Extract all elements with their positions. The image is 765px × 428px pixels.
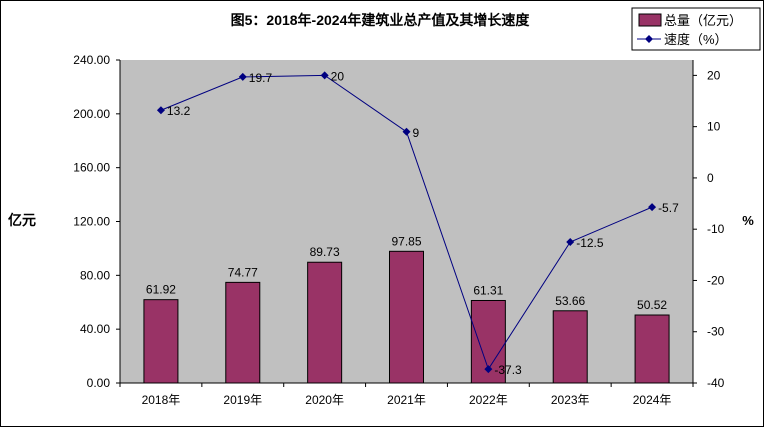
bar-label: 61.92 bbox=[146, 283, 176, 297]
line-label: 20 bbox=[331, 69, 345, 83]
y2-tick-label: 20 bbox=[707, 68, 721, 82]
bar-label: 50.52 bbox=[637, 298, 667, 312]
y-tick-label: 80.00 bbox=[80, 268, 110, 282]
legend-line-marker bbox=[645, 35, 653, 43]
x-tick-label: 2020年 bbox=[305, 393, 344, 407]
bar bbox=[225, 281, 261, 384]
line-marker bbox=[566, 238, 575, 247]
line-label: -37.3 bbox=[494, 363, 522, 377]
bar bbox=[307, 261, 343, 384]
legend: 总量（亿元） 速度（%） bbox=[631, 7, 761, 51]
line-label: 9 bbox=[413, 126, 420, 140]
y-tick-label: 40.00 bbox=[80, 322, 110, 336]
y2-tick-label: -30 bbox=[707, 325, 725, 339]
bar-label: 97.85 bbox=[391, 234, 421, 248]
x-tick-label: 2021年 bbox=[387, 393, 426, 407]
chart-title: 图5：2018年-2024年建筑业总产值及其增长速度 bbox=[231, 12, 531, 28]
y-tick-label: 120.00 bbox=[73, 215, 110, 229]
x-tick-label: 2023年 bbox=[551, 393, 590, 407]
y-tick-label: 160.00 bbox=[73, 161, 110, 175]
x-tick-label: 2024年 bbox=[633, 393, 672, 407]
x-tick-label: 2019年 bbox=[223, 393, 262, 407]
bar bbox=[552, 310, 588, 384]
bar bbox=[389, 250, 424, 384]
y2-tick-label: -40 bbox=[707, 376, 725, 390]
x-tick-label: 2022年 bbox=[469, 393, 508, 407]
y-tick-label: 0.00 bbox=[87, 376, 111, 390]
bar-label: 53.66 bbox=[555, 294, 585, 308]
line-label: -5.7 bbox=[658, 201, 679, 215]
y2-axis-label: % bbox=[742, 213, 754, 228]
legend-line-label: 速度（%） bbox=[664, 32, 728, 47]
legend-bar-swatch bbox=[638, 13, 662, 27]
y2-tick-label: 10 bbox=[707, 120, 721, 134]
line-label: 19.7 bbox=[249, 71, 273, 85]
y2-tick-label: 0 bbox=[707, 171, 714, 185]
bar bbox=[634, 314, 670, 384]
line-marker bbox=[402, 127, 411, 136]
line-marker bbox=[648, 203, 657, 212]
line-marker bbox=[238, 72, 247, 81]
y2-tick-label: -20 bbox=[707, 273, 725, 287]
bar bbox=[143, 299, 179, 384]
bar-label: 61.31 bbox=[473, 283, 503, 297]
y-tick-label: 240.00 bbox=[73, 53, 110, 67]
line-label: -12.5 bbox=[576, 236, 604, 250]
line-label: 13.2 bbox=[167, 104, 191, 118]
legend-bar-label: 总量（亿元） bbox=[664, 13, 742, 28]
y2-tick-label: -10 bbox=[707, 222, 725, 236]
x-tick-label: 2018年 bbox=[142, 393, 181, 407]
line-marker bbox=[484, 365, 493, 374]
line-marker bbox=[320, 71, 329, 80]
y-axis-label: 亿元 bbox=[8, 212, 36, 228]
bar-label: 89.73 bbox=[310, 245, 340, 259]
bar-label: 74.77 bbox=[228, 265, 258, 279]
line-marker bbox=[156, 106, 165, 115]
y-tick-label: 200.00 bbox=[73, 107, 110, 121]
